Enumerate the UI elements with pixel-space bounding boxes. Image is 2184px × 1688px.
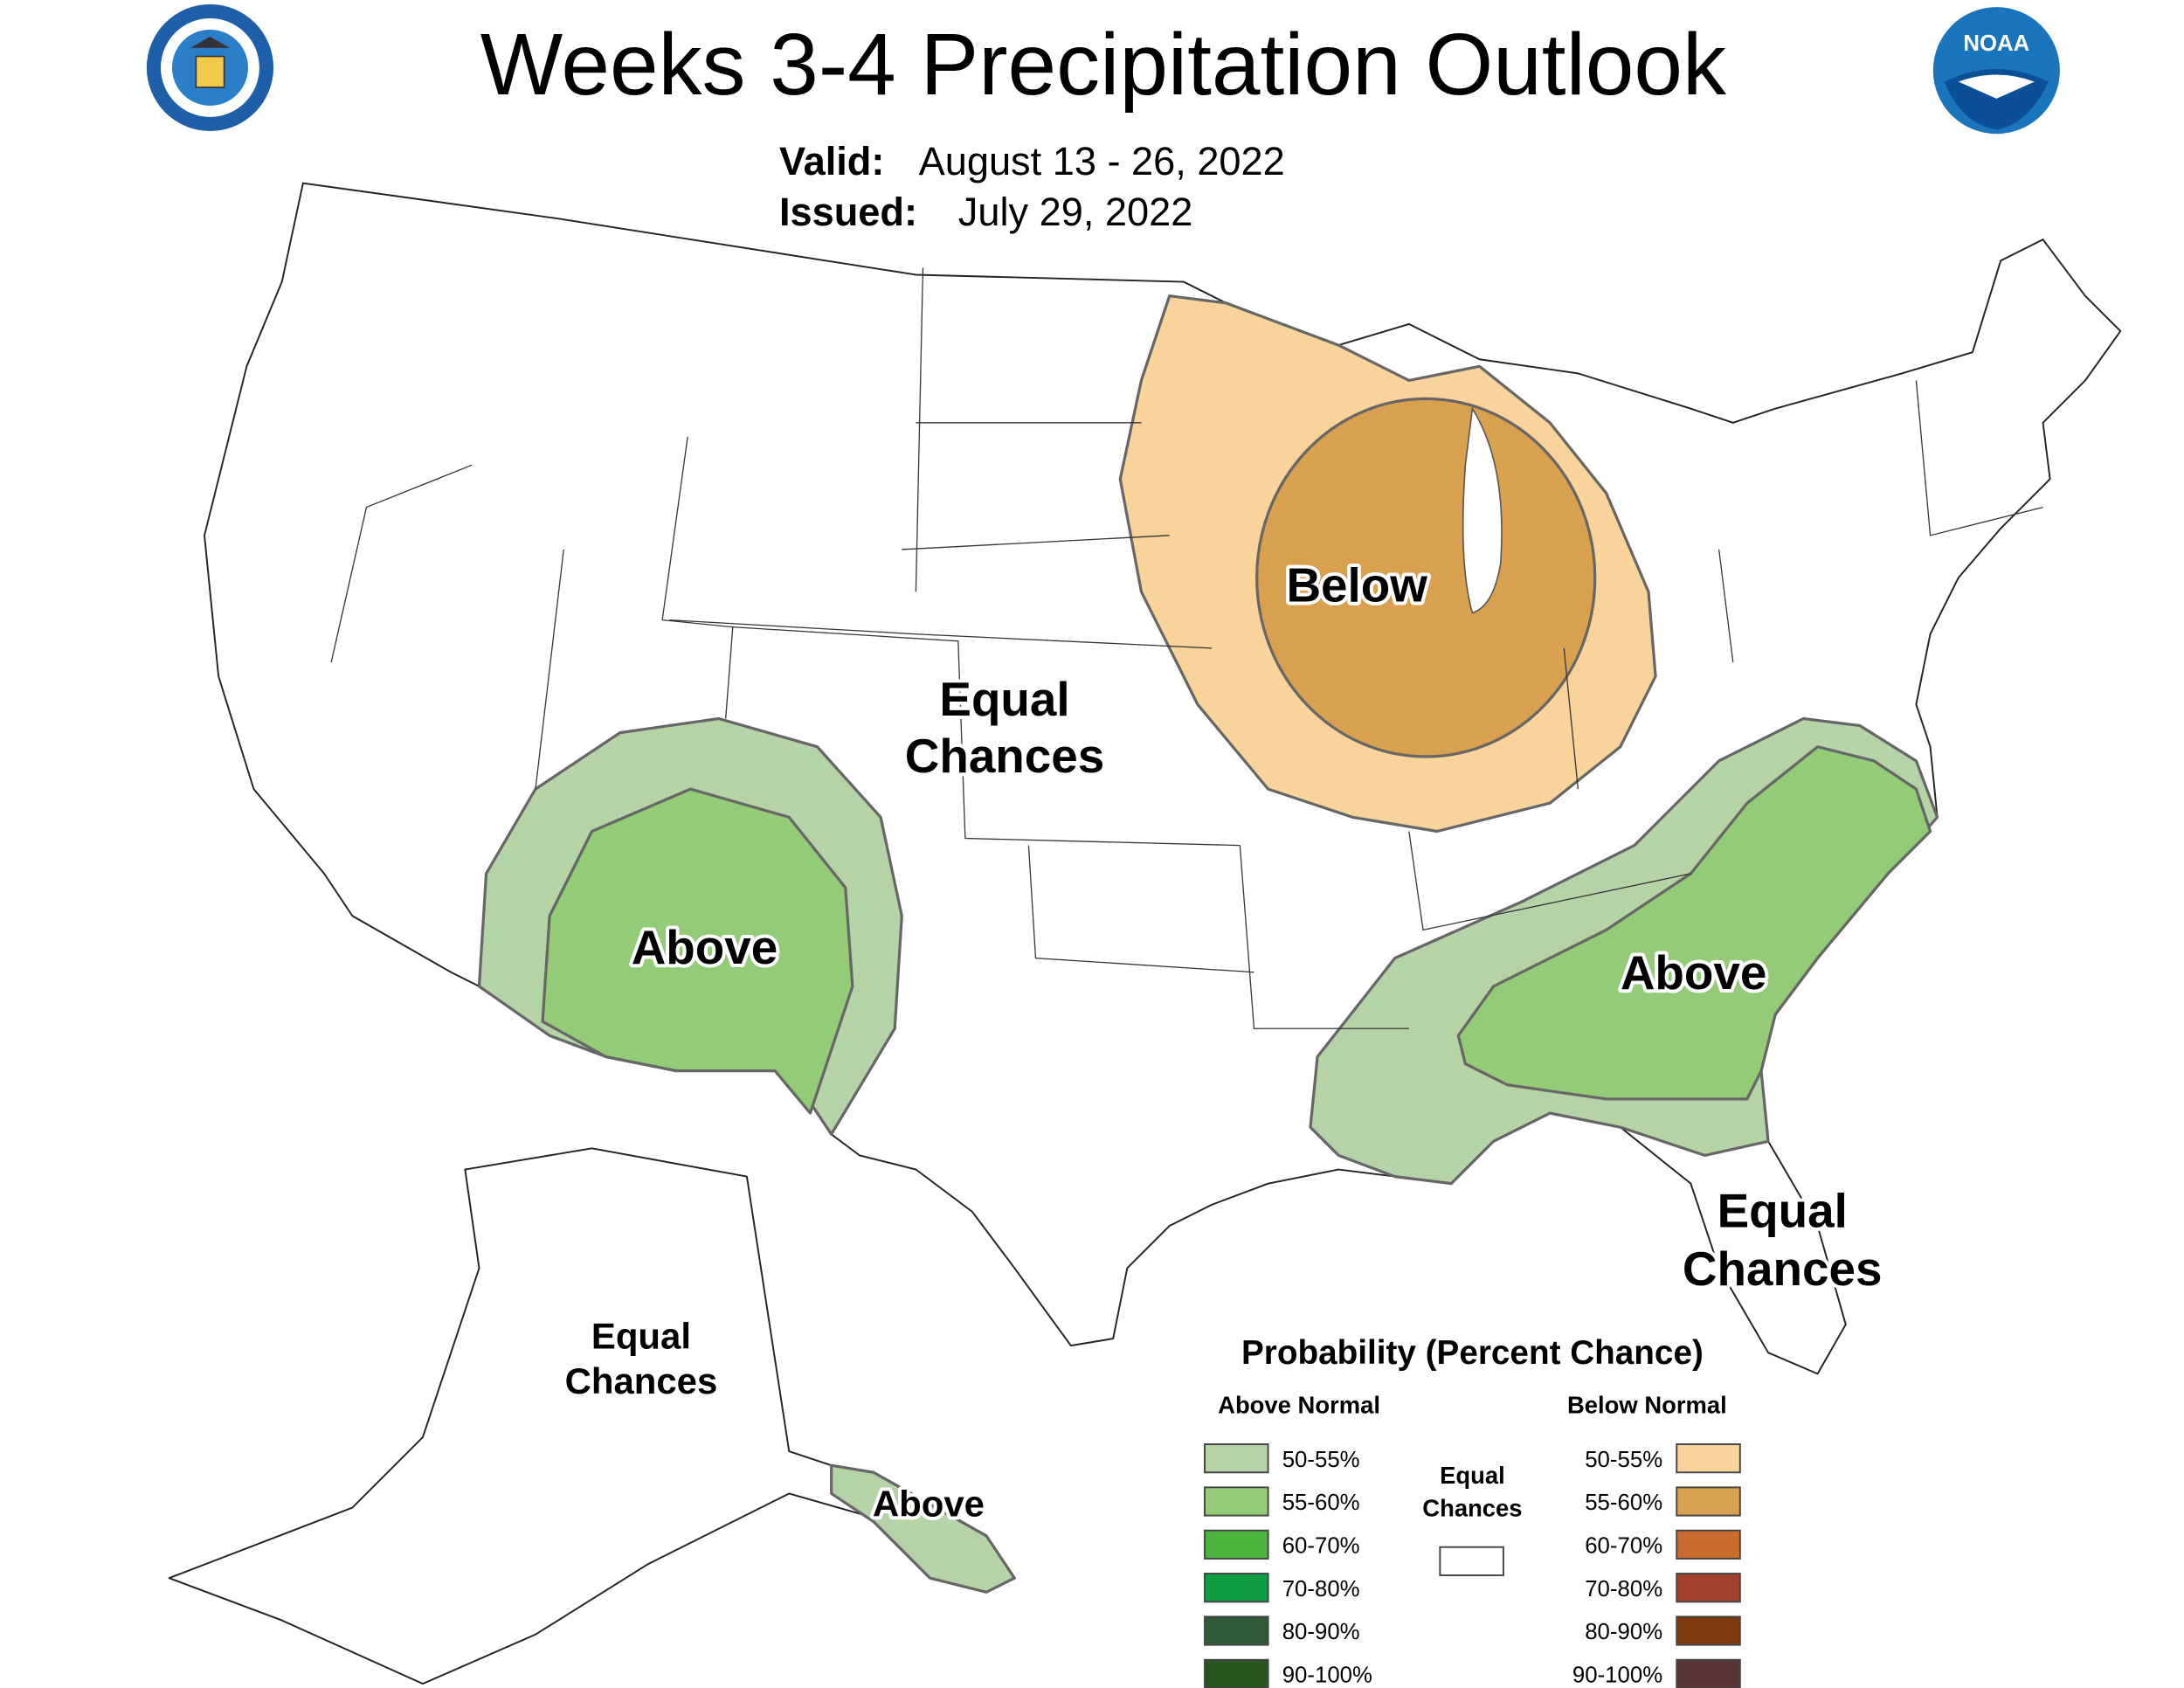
region-label: Chances xyxy=(565,1360,718,1401)
above-zone-55 xyxy=(541,787,854,1115)
state-borders xyxy=(330,267,2043,1029)
alaska-outline xyxy=(168,1147,1016,1685)
legend-swatch xyxy=(1204,1615,1269,1646)
legend-label: 80-90% xyxy=(1282,1620,1360,1644)
legend: Probability (Percent Chance) Above Norma… xyxy=(1204,1334,1741,1688)
legend-equal-label: Equal xyxy=(1440,1462,1505,1489)
legend-title: Probability (Percent Chance) xyxy=(1241,1334,1704,1372)
region-label: Below xyxy=(1286,558,1427,612)
valid-dates: August 13 - 26, 2022 xyxy=(919,139,1285,183)
issued-label: Issued: xyxy=(779,190,917,234)
legend-label: 70-80% xyxy=(1585,1577,1662,1602)
legend-label: 90-100% xyxy=(1282,1664,1372,1688)
legend-swatch xyxy=(1676,1443,1741,1474)
above-zone-alaska xyxy=(830,1463,1016,1594)
legend-heading: Below Normal xyxy=(1567,1392,1727,1419)
lake-michigan xyxy=(1462,406,1503,614)
above-zone-55-southeast xyxy=(1456,745,1932,1101)
issued-date: July 29, 2022 xyxy=(958,190,1193,234)
legend-equal-label: Chances xyxy=(1422,1494,1522,1521)
legend-swatch xyxy=(1676,1486,1741,1517)
legend-swatch xyxy=(1204,1443,1269,1474)
legend-label: 50-55% xyxy=(1282,1448,1360,1472)
legend-label: 60-70% xyxy=(1282,1534,1360,1559)
region-label: Above xyxy=(873,1483,985,1524)
legend-label: 55-60% xyxy=(1585,1491,1662,1515)
legend-swatch xyxy=(1204,1573,1269,1603)
region-label: Chances xyxy=(1683,1242,1883,1296)
legend-label: 60-70% xyxy=(1585,1534,1662,1559)
title: Weeks 3-4 Precipitation Outlook xyxy=(480,16,1727,114)
legend-equal-swatch xyxy=(1439,1546,1504,1576)
legend-swatch xyxy=(1204,1486,1269,1517)
legend-swatch xyxy=(1676,1573,1741,1603)
region-label: Equal xyxy=(591,1315,691,1356)
noaa-logo: NOAA xyxy=(1932,7,2060,135)
legend-swatch xyxy=(1676,1658,1741,1688)
valid-label: Valid: xyxy=(779,139,884,183)
region-label: Equal xyxy=(939,672,1069,726)
legend-label: 50-55% xyxy=(1585,1448,1662,1472)
legend-heading: Above Normal xyxy=(1218,1392,1380,1419)
region-label: Equal xyxy=(1717,1184,1848,1238)
legend-swatch xyxy=(1676,1529,1741,1560)
legend-label: 90-100% xyxy=(1572,1664,1662,1688)
legend-label: 70-80% xyxy=(1282,1577,1360,1602)
region-label: Chances xyxy=(905,729,1105,783)
region-label: Above xyxy=(632,920,778,974)
legend-swatch xyxy=(1204,1529,1269,1560)
legend-swatch xyxy=(1204,1658,1269,1688)
commerce-seal xyxy=(146,3,274,131)
legend-swatch xyxy=(1676,1615,1741,1646)
legend-label: 55-60% xyxy=(1282,1491,1360,1515)
below-zone-55 xyxy=(1255,397,1597,758)
noaa-text: NOAA xyxy=(1963,31,2029,56)
legend-label: 80-90% xyxy=(1585,1620,1662,1644)
region-label: Above xyxy=(1621,945,1767,1000)
